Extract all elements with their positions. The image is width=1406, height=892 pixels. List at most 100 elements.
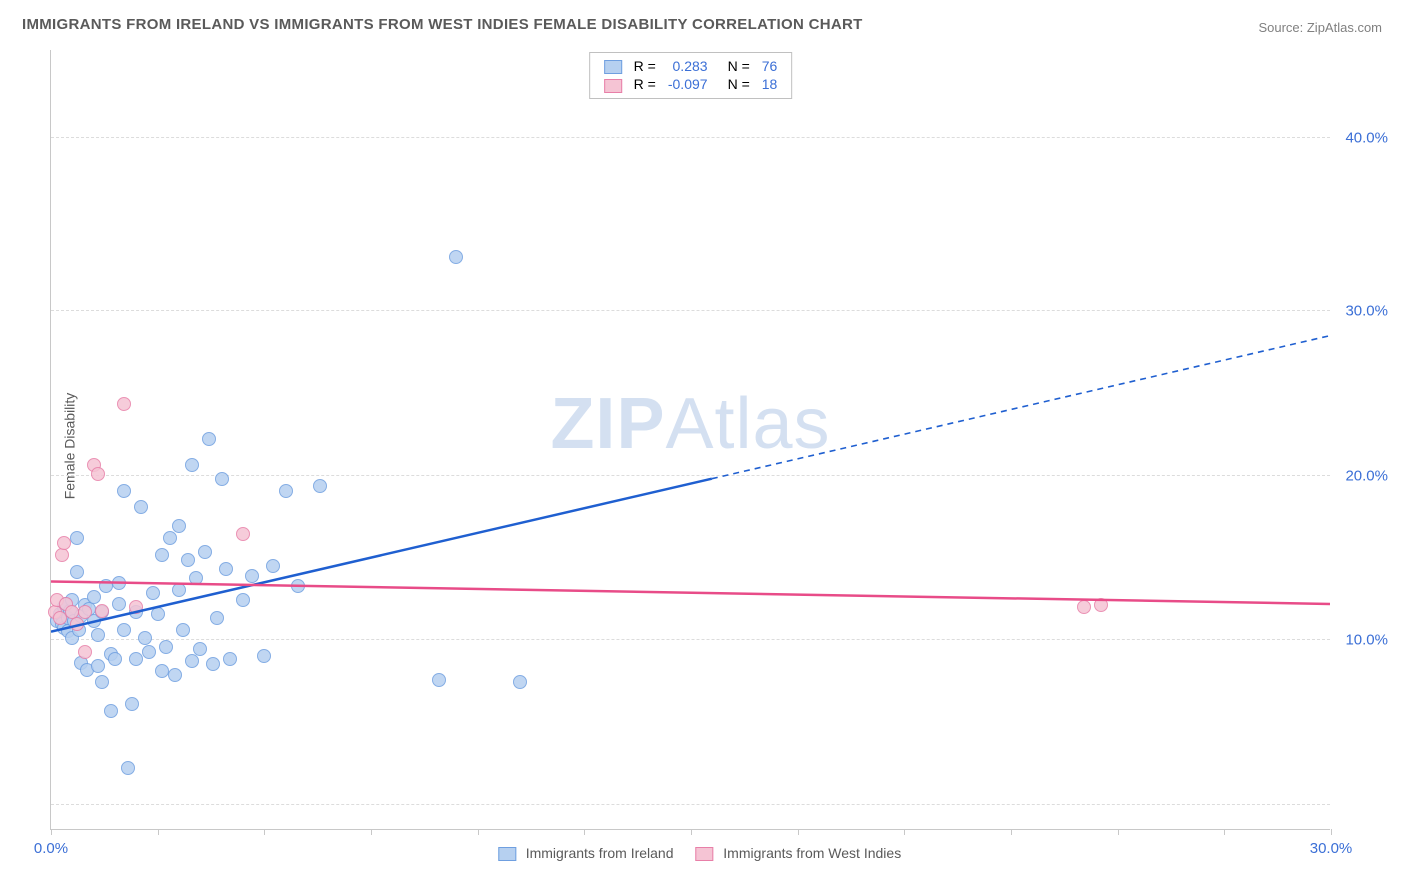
x-tick [1011,829,1012,835]
data-point [117,484,131,498]
correlation-legend: R = 0.283 N = 76 R = -0.097 N = 18 [589,52,793,99]
x-tick [1118,829,1119,835]
watermark-zip: ZIP [550,384,665,464]
watermark: ZIPAtlas [550,383,830,465]
x-tick [1331,829,1332,835]
data-point [291,579,305,593]
x-tick [691,829,692,835]
data-point [279,484,293,498]
swatch-ireland [604,60,622,74]
trend-lines [51,50,1330,829]
data-point [95,675,109,689]
data-point [432,673,446,687]
data-point [78,645,92,659]
x-tick [264,829,265,835]
data-point [198,545,212,559]
y-tick-label: 20.0% [1345,467,1388,484]
data-point [215,472,229,486]
data-point [223,652,237,666]
swatch-ireland-bottom [498,847,516,861]
x-tick [478,829,479,835]
data-point [181,553,195,567]
data-point [176,623,190,637]
data-point [266,559,280,573]
data-point [117,397,131,411]
series-label-westindies: Immigrants from West Indies [723,845,901,861]
data-point [163,531,177,545]
r-label: R = [628,75,662,93]
data-point [70,565,84,579]
legend-row-westindies: R = -0.097 N = 18 [598,75,784,93]
data-point [134,500,148,514]
data-point [206,657,220,671]
n-value-ireland: 76 [756,57,784,75]
data-point [159,640,173,654]
data-point [70,617,84,631]
n-label: N = [714,57,756,75]
data-point [219,562,233,576]
y-tick-label: 40.0% [1345,129,1388,146]
x-tick [51,829,52,835]
n-value-westindies: 18 [756,75,784,93]
x-tick [158,829,159,835]
data-point [112,576,126,590]
data-point [121,761,135,775]
data-point [117,623,131,637]
x-tick-label: 0.0% [34,840,68,857]
data-point [172,583,186,597]
x-tick [371,829,372,835]
data-point [57,536,71,550]
x-tick [1224,829,1225,835]
data-point [55,548,69,562]
x-tick [584,829,585,835]
data-point [108,652,122,666]
data-point [236,593,250,607]
n-label: N = [714,75,756,93]
y-tick-label: 10.0% [1345,632,1388,649]
data-point [155,664,169,678]
data-point [245,569,259,583]
data-point [155,548,169,562]
data-point [104,704,118,718]
data-point [91,628,105,642]
data-point [210,611,224,625]
chart-title: IMMIGRANTS FROM IRELAND VS IMMIGRANTS FR… [22,16,863,33]
data-point [125,697,139,711]
data-point [142,645,156,659]
data-point [189,571,203,585]
y-tick-label: 30.0% [1345,303,1388,320]
swatch-westindies [604,79,622,93]
series-label-ireland: Immigrants from Ireland [526,845,674,861]
watermark-atlas: Atlas [665,384,830,464]
gridline [51,804,1330,805]
data-point [91,659,105,673]
gridline: 10.0% [51,639,1330,640]
gridline: 20.0% [51,475,1330,476]
data-point [185,458,199,472]
data-point [1094,598,1108,612]
data-point [513,675,527,689]
data-point [185,654,199,668]
data-point [138,631,152,645]
data-point [172,519,186,533]
data-point [168,668,182,682]
r-value-ireland: 0.283 [662,57,714,75]
data-point [91,467,105,481]
series-legend: Immigrants from Ireland Immigrants from … [480,845,901,861]
data-point [95,604,109,618]
data-point [257,649,271,663]
gridline: 40.0% [51,137,1330,138]
legend-row-ireland: R = 0.283 N = 76 [598,57,784,75]
data-point [202,432,216,446]
plot-area: ZIPAtlas 10.0%20.0%30.0%40.0% 0.0%30.0% … [50,50,1330,830]
data-point [146,586,160,600]
data-point [313,479,327,493]
data-point [449,250,463,264]
r-label: R = [628,57,662,75]
x-tick-label: 30.0% [1310,840,1353,857]
data-point [87,590,101,604]
data-point [129,600,143,614]
data-point [193,642,207,656]
gridline: 30.0% [51,310,1330,311]
data-point [112,597,126,611]
